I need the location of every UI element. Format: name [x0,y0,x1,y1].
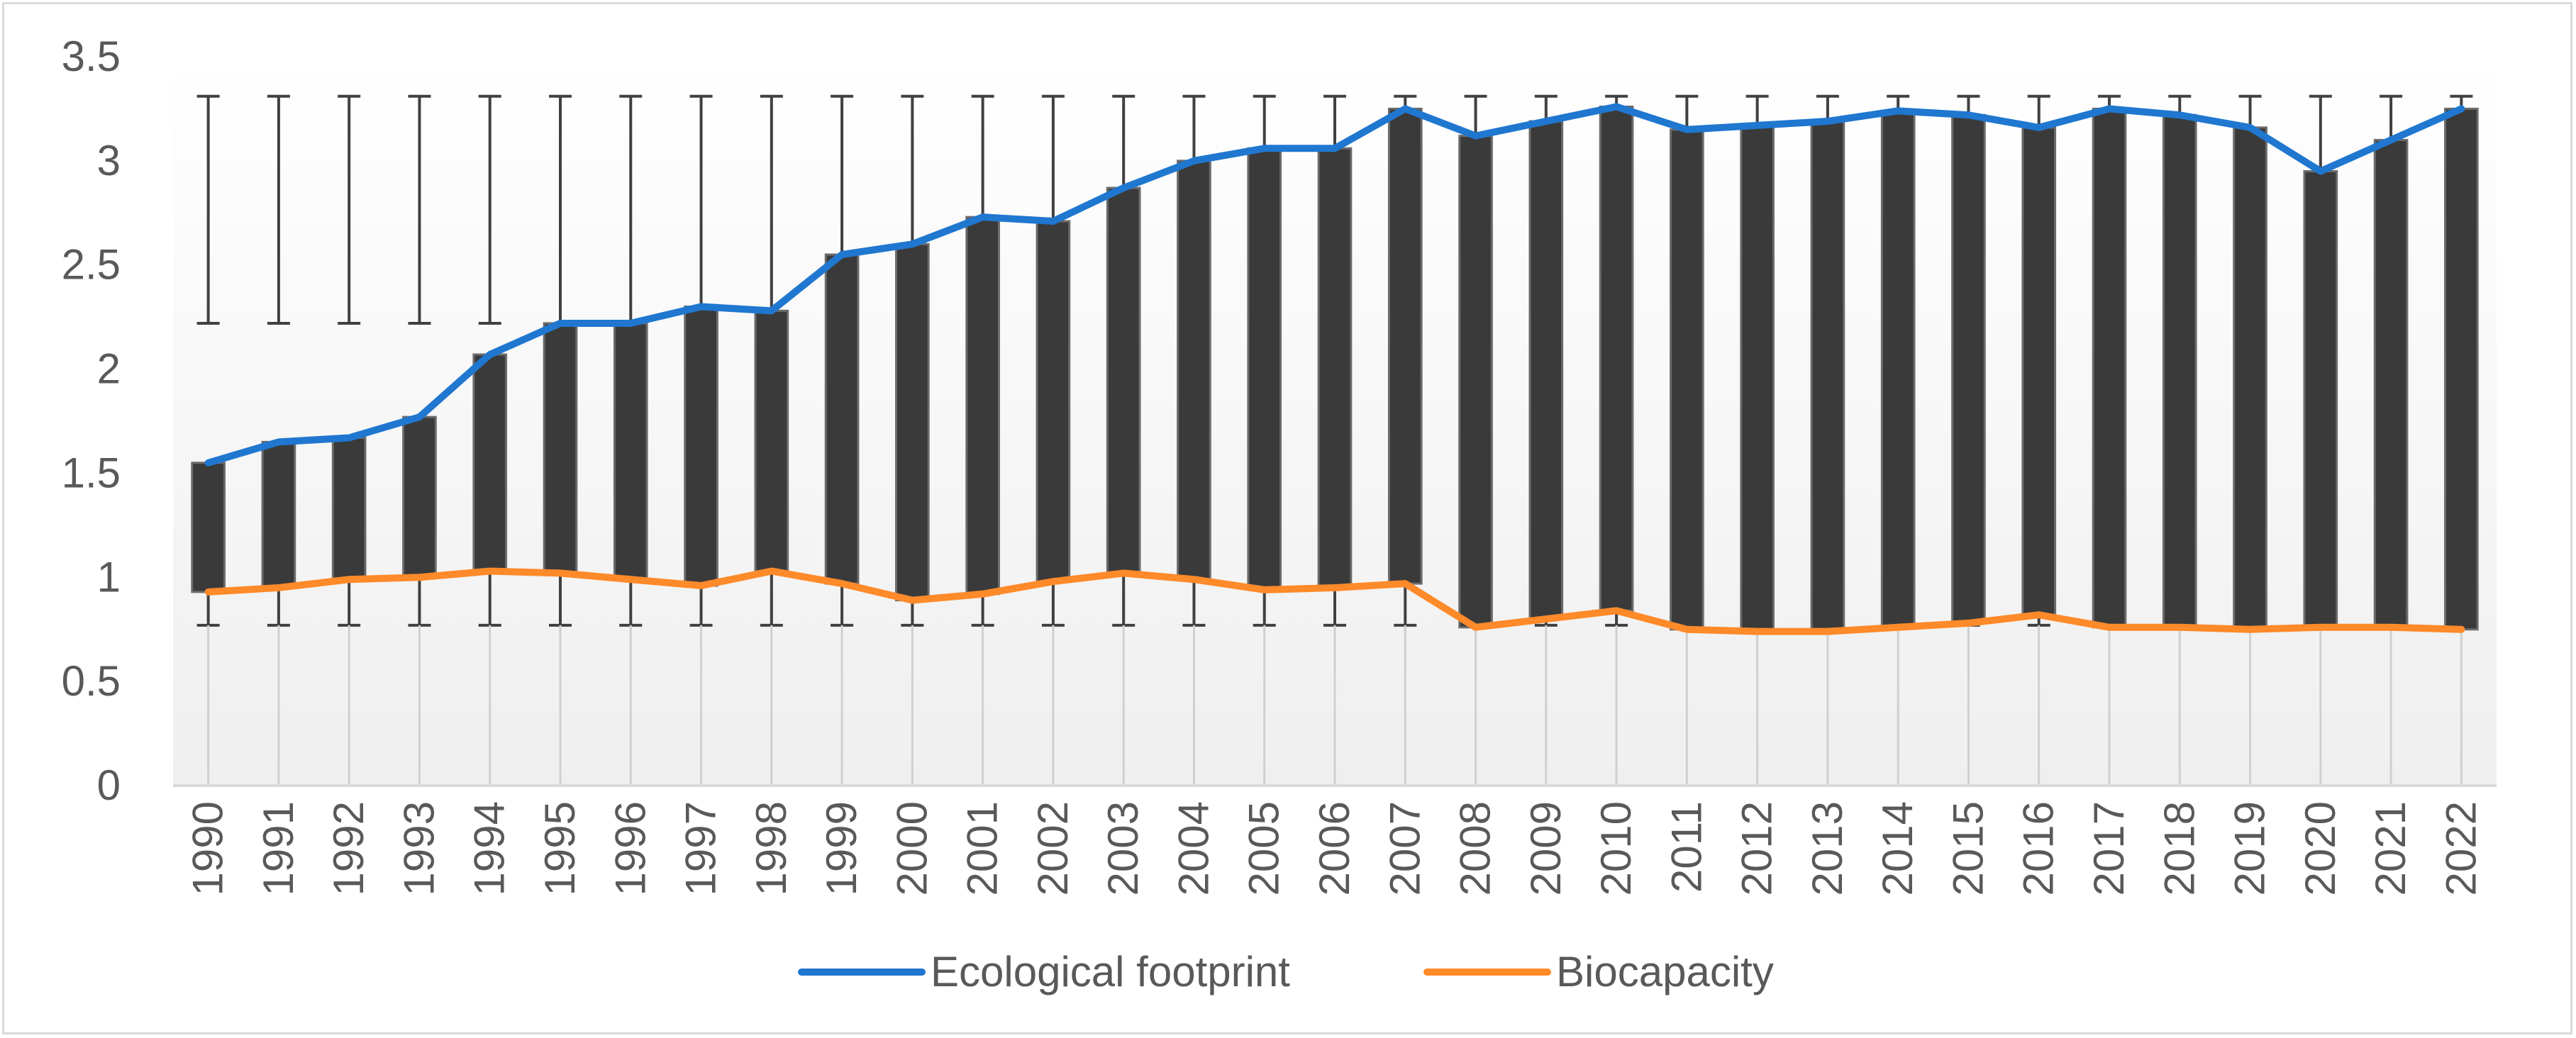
x-tick-label: 1990 [184,801,232,895]
gap-bar [1247,147,1282,591]
x-tick-label: 2013 [1804,801,1851,895]
x-tick-label: 2011 [1662,801,1710,893]
y-tick-label: 2.5 [62,241,121,289]
x-tick-label: 2017 [2085,801,2133,895]
x-tick-label: 2005 [1240,801,1288,895]
gap-bar [1599,105,1634,612]
x-tick-label: 1995 [536,801,584,895]
y-tick-label: 0.5 [62,657,121,705]
gap-bar [824,253,860,585]
gap-bar [1458,135,1493,629]
x-tick-label: 2018 [2155,801,2203,895]
x-tick-label: 2015 [1944,801,1992,895]
gap-bar [331,436,367,581]
x-tick-label: 1998 [748,801,795,895]
x-tick-label: 2000 [888,801,936,895]
x-tick-label: 2004 [1170,801,1217,895]
gap-bar [895,242,930,602]
x-tick-label: 2010 [1592,801,1640,895]
x-tick-label: 2019 [2226,801,2274,895]
gap-bar [472,353,508,572]
x-tick-label: 2002 [1029,801,1077,895]
x-tick-label: 1996 [606,801,654,895]
x-tick-label: 2020 [2297,801,2344,895]
x-tick-label: 2006 [1311,801,1358,895]
x-tick-label: 1993 [395,801,443,895]
x-tick-label: 2012 [1733,801,1781,895]
x-tick-label: 2016 [2015,801,2063,895]
x-tick-label: 1999 [818,801,865,895]
x-tick-label: 2001 [959,801,1006,895]
legend-label-biocapacity: Biocapacity [1556,948,1774,995]
series-line-ecological-footprint [204,103,2465,467]
y-tick-label: 1 [97,553,121,601]
y-tick-label: 3 [97,137,121,184]
gap-bar [2444,107,2479,631]
gap-bar [1106,186,1141,574]
x-tick-label: 1997 [677,801,725,895]
y-tick-label: 0 [97,761,121,809]
legend-label-ecological-footprint: Ecological footprint [931,948,1290,995]
gap-bar [613,322,648,581]
x-tick-label: 2009 [1522,801,1570,895]
x-tick-label: 2007 [1381,801,1428,895]
gap-bar [1387,107,1423,585]
x-tick-label: 1994 [466,801,513,895]
gap-bar [684,305,718,587]
gap-bar [2233,126,2267,631]
x-tick-label: 2021 [2367,801,2414,895]
series-line-biocapacity [204,567,2465,635]
x-tick-label: 2022 [2437,801,2485,895]
gap-bar [402,415,437,579]
gap-bar [1740,124,1775,633]
gap-bar [1036,220,1071,583]
x-tick-label: 2003 [1099,801,1147,895]
gap-bar [543,322,578,574]
gap-bar [1880,109,1916,629]
y-tick-label: 3.5 [62,33,121,80]
gap-bar [2303,170,2338,629]
x-tick-label: 1991 [255,801,302,895]
gap-bar [1528,120,1564,620]
gap-bar [1177,160,1211,581]
gap-bar [191,462,226,593]
gap-bar [2162,113,2197,629]
gap-bar [965,216,1000,596]
x-tick-label: 2014 [1874,801,1921,895]
gap-bar [2092,107,2127,629]
gap-bar [261,440,296,589]
gap-bar [1670,128,1704,631]
gap-bar [2021,126,2057,616]
gap-bar [754,309,789,572]
y-tick-label: 2 [97,345,121,393]
x-tick-label: 2008 [1452,801,1499,895]
x-tick-label: 1992 [325,801,372,895]
gap-bar [1810,120,1845,633]
y-tick-label: 1.5 [62,449,121,496]
gap-bar [1951,113,1986,625]
gap-bar [1317,147,1353,589]
gap-bar [2373,138,2409,629]
